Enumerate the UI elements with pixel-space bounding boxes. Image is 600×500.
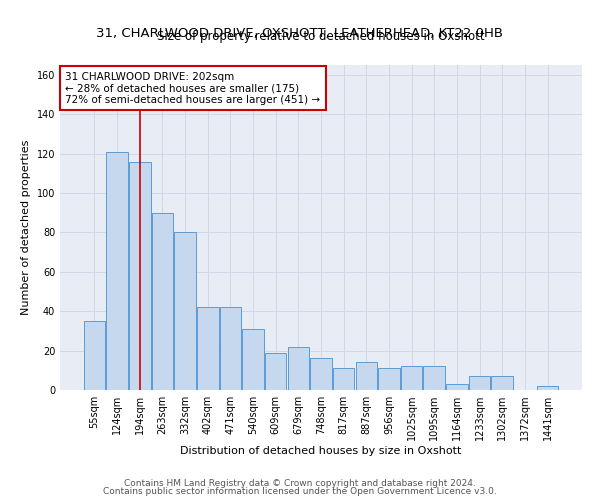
Bar [356, 362, 377, 390]
Bar [242, 329, 264, 390]
Bar [469, 376, 490, 390]
Y-axis label: Number of detached properties: Number of detached properties [21, 140, 31, 315]
Bar [378, 368, 400, 390]
Bar [537, 386, 558, 390]
Text: 31, CHARLWOOD DRIVE, OXSHOTT, LEATHERHEAD, KT22 0HB: 31, CHARLWOOD DRIVE, OXSHOTT, LEATHERHEA… [97, 28, 503, 40]
Bar [287, 346, 309, 390]
Bar [491, 376, 513, 390]
Bar [446, 384, 467, 390]
Text: Contains public sector information licensed under the Open Government Licence v3: Contains public sector information licen… [103, 487, 497, 496]
Title: Size of property relative to detached houses in Oxshott: Size of property relative to detached ho… [157, 30, 485, 43]
Bar [310, 358, 332, 390]
Text: Contains HM Land Registry data © Crown copyright and database right 2024.: Contains HM Land Registry data © Crown c… [124, 478, 476, 488]
Bar [129, 162, 151, 390]
Bar [84, 321, 105, 390]
Bar [175, 232, 196, 390]
Bar [152, 212, 173, 390]
Text: 31 CHARLWOOD DRIVE: 202sqm
← 28% of detached houses are smaller (175)
72% of sem: 31 CHARLWOOD DRIVE: 202sqm ← 28% of deta… [65, 72, 320, 104]
Bar [197, 308, 218, 390]
Bar [401, 366, 422, 390]
Bar [220, 308, 241, 390]
Bar [265, 352, 286, 390]
Bar [106, 152, 128, 390]
Bar [424, 366, 445, 390]
X-axis label: Distribution of detached houses by size in Oxshott: Distribution of detached houses by size … [181, 446, 461, 456]
Bar [333, 368, 355, 390]
